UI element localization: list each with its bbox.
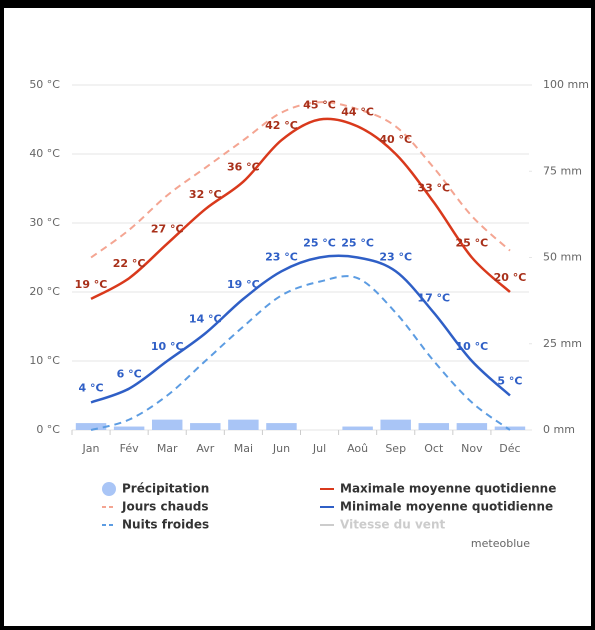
precip-bar [190, 423, 221, 430]
x-tick-label: Avr [196, 442, 214, 455]
series-line [90, 254, 511, 404]
data-label: 10 °C [151, 340, 184, 353]
data-label: 33 °C [417, 181, 450, 194]
data-label: 22 °C [113, 257, 146, 270]
data-label: 19 °C [75, 278, 108, 291]
x-tick-label: Jun [272, 442, 290, 455]
data-label: 4 °C [79, 381, 104, 394]
x-tick-label: Mai [234, 442, 253, 455]
precip-bar [494, 426, 526, 430]
y-tick-label: 20 °C [29, 285, 60, 298]
x-tick-label: Déc [499, 442, 520, 455]
y2-tick-label: 0 mm [543, 423, 575, 436]
precip-bar [228, 419, 259, 430]
precip-bar [266, 423, 297, 430]
precip-bar [456, 423, 488, 430]
data-label: 25 °C [303, 237, 336, 250]
y-tick-label: 30 °C [29, 216, 60, 229]
y2-tick-label: 100 mm [543, 78, 589, 91]
data-label: 36 °C [227, 161, 260, 174]
data-label: 23 °C [379, 250, 412, 263]
y2-tick-label: 75 mm [543, 164, 582, 177]
precip-bar [380, 419, 411, 430]
legend-label: Vitesse du vent [340, 518, 445, 532]
x-tick-label: Mar [157, 442, 178, 455]
data-label: 10 °C [456, 340, 489, 353]
precip-bar [418, 423, 450, 430]
x-tick-label: Fév [120, 442, 139, 455]
data-label: 5 °C [497, 375, 522, 388]
x-tick-label: Jan [82, 442, 100, 455]
x-tick-label: Nov [461, 442, 483, 455]
y2-tick-label: 50 mm [543, 251, 582, 264]
legend-symbol [102, 482, 116, 496]
precip-bar [113, 426, 145, 430]
data-label: 42 °C [265, 119, 298, 132]
data-label: 19 °C [227, 278, 260, 291]
legend-label: Maximale moyenne quotidienne [340, 482, 556, 496]
data-label: 27 °C [151, 223, 184, 236]
y-tick-label: 10 °C [29, 354, 60, 367]
credit: meteoblue [471, 537, 530, 550]
y2-tick-label: 25 mm [543, 337, 582, 350]
y-tick-label: 0 °C [36, 423, 60, 436]
x-tick-label: Aoû [347, 442, 368, 455]
series-line [90, 275, 511, 431]
data-label: 23 °C [265, 250, 298, 263]
x-tick-label: Jul [312, 442, 326, 455]
data-label: 45 °C [303, 99, 336, 112]
legend-label: Minimale moyenne quotidienne [340, 500, 553, 514]
legend-label: Jours chauds [121, 500, 209, 514]
data-label: 25 °C [456, 237, 489, 250]
precip-bar [75, 423, 107, 430]
data-label: 44 °C [341, 105, 374, 118]
series-line [90, 101, 511, 259]
data-label: 14 °C [189, 312, 222, 325]
y-tick-label: 50 °C [29, 78, 60, 91]
precip-bar [342, 426, 373, 430]
data-label: 32 °C [189, 188, 222, 201]
x-tick-label: Sep [385, 442, 406, 455]
legend-label: Nuits froides [122, 518, 209, 532]
x-tick-label: Oct [424, 442, 444, 455]
data-label: 6 °C [117, 368, 142, 381]
data-label: 17 °C [417, 292, 450, 305]
y-tick-label: 40 °C [29, 147, 60, 160]
data-label: 40 °C [379, 133, 412, 146]
data-label: 20 °C [494, 271, 527, 284]
data-label: 25 °C [341, 237, 374, 250]
legend-label: Précipitation [122, 482, 209, 496]
series-line [90, 117, 511, 301]
precip-bar [151, 419, 183, 430]
